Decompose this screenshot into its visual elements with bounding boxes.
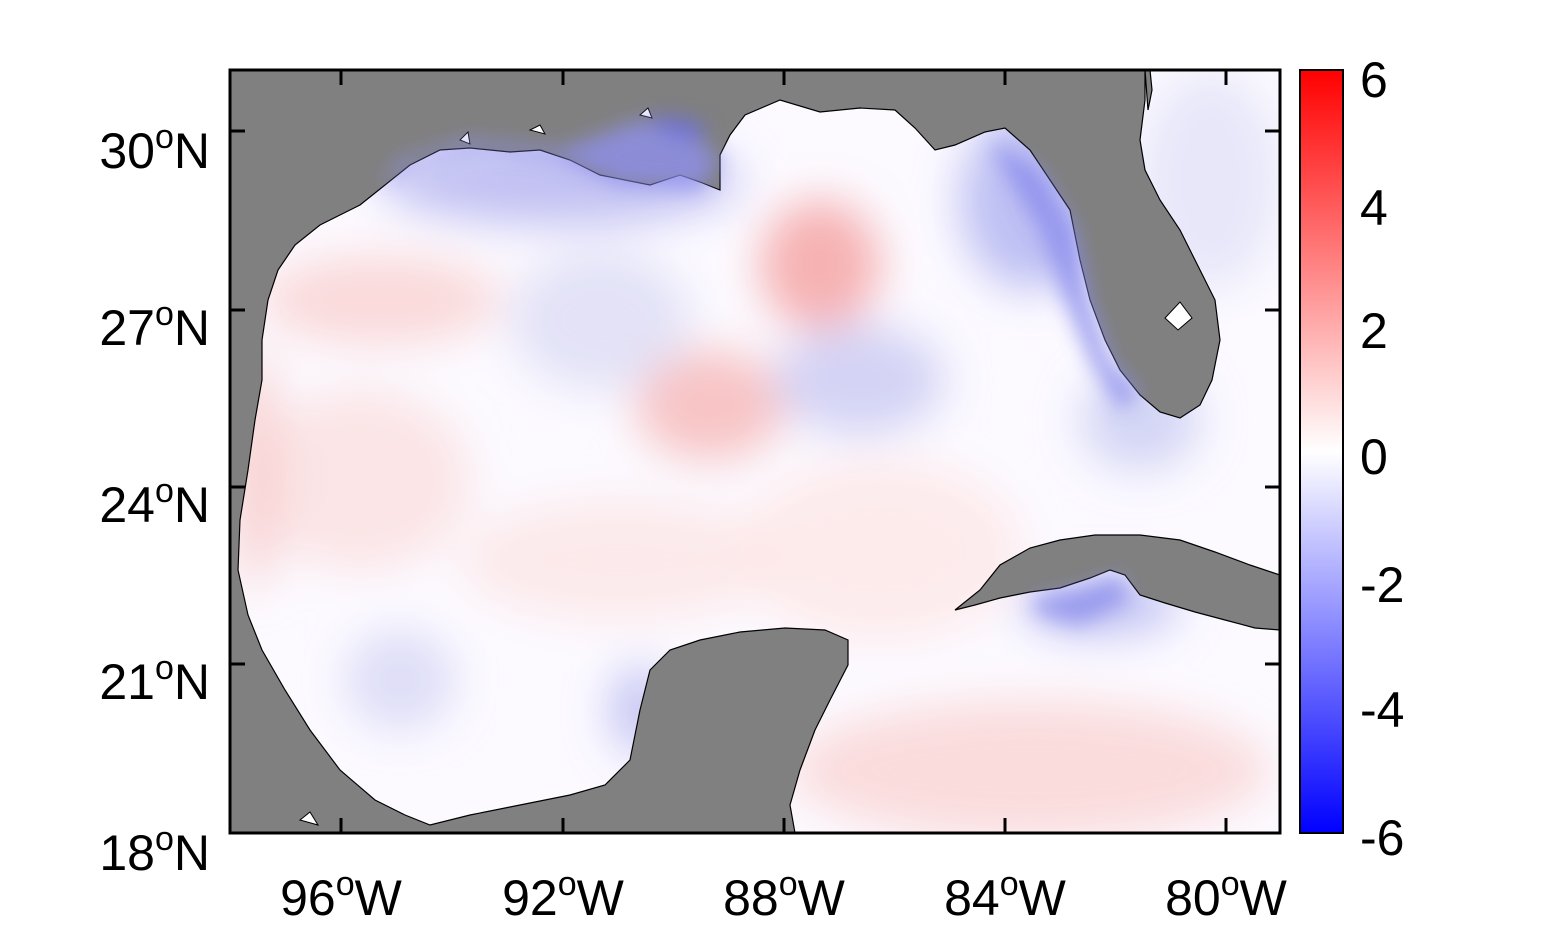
anomaly-patch bbox=[775, 325, 945, 435]
coastal-strip bbox=[990, 140, 1140, 410]
colorbar-tick-label: 4 bbox=[1360, 180, 1388, 236]
x-tick-label: 92oW bbox=[502, 865, 625, 926]
y-tick-label: 30oN bbox=[99, 118, 210, 179]
inlet bbox=[1164, 301, 1193, 331]
colorbar-tick-label: -2 bbox=[1360, 557, 1404, 613]
colorbar-gradient bbox=[1299, 69, 1344, 834]
x-tick-label: 96oW bbox=[280, 865, 403, 926]
colorbar-tick-label: 6 bbox=[1360, 52, 1388, 108]
anomaly-patch bbox=[790, 700, 1270, 833]
y-tick-marks bbox=[230, 129, 1280, 666]
anomaly-patch bbox=[760, 200, 880, 330]
x-tick-label: 84oW bbox=[944, 865, 1067, 926]
anomaly-patch bbox=[250, 390, 470, 570]
coastal-inlets bbox=[298, 107, 1193, 826]
anomaly-patch bbox=[740, 460, 1020, 640]
coastal-anomaly bbox=[380, 115, 1140, 625]
anomaly-patch bbox=[510, 250, 690, 390]
eastern-land bbox=[1144, 70, 1153, 111]
anomaly-patch bbox=[260, 255, 500, 345]
map-plot-area bbox=[230, 70, 1280, 833]
inlet bbox=[638, 107, 653, 119]
colorbar-tick-label: -6 bbox=[1360, 810, 1404, 866]
colorbar-tick-label: 0 bbox=[1360, 429, 1388, 485]
y-tick-label: 24oN bbox=[99, 472, 210, 533]
inlet bbox=[298, 811, 320, 826]
coastal-strip bbox=[1030, 575, 1130, 625]
x-tick-labels: 96oW 92oW 88oW 84oW 80oW bbox=[280, 865, 1288, 926]
y-tick-labels: 30oN 27oN 24oN 21oN 18oN bbox=[99, 118, 210, 881]
x-tick-marks bbox=[339, 70, 1228, 833]
coastal-strip bbox=[650, 115, 710, 140]
inlet bbox=[528, 124, 547, 135]
x-tick-label: 80oW bbox=[1165, 865, 1288, 926]
anomaly-patch bbox=[345, 630, 455, 730]
anomaly-patch bbox=[635, 350, 785, 460]
x-tick-label: 88oW bbox=[723, 865, 846, 926]
coastal-strip bbox=[380, 120, 720, 190]
colorbar-tick-label: 2 bbox=[1360, 303, 1388, 359]
y-tick-label: 27oN bbox=[99, 295, 210, 356]
colorbar: 6 4 2 0 -2 -4 -6 bbox=[1299, 52, 1404, 866]
y-tick-label: 21oN bbox=[99, 649, 210, 710]
colorbar-tick-label: -4 bbox=[1360, 682, 1404, 738]
anomaly-patch bbox=[460, 500, 780, 620]
plot-frame bbox=[228, 68, 1282, 835]
y-tick-label: 18oN bbox=[99, 820, 210, 881]
cuba-island bbox=[954, 534, 1280, 631]
